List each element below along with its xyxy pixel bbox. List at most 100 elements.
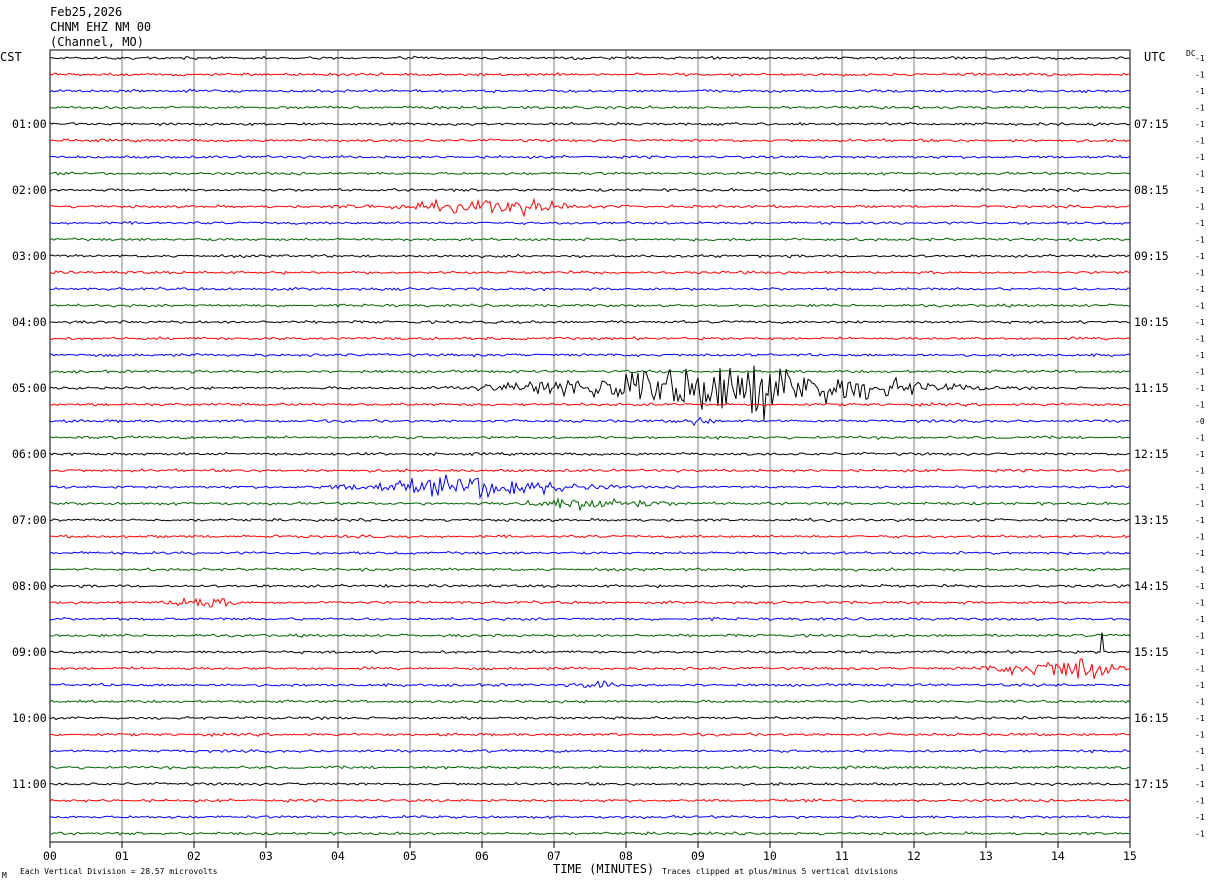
x-tick-label: 07 bbox=[547, 849, 561, 863]
chart-station: CHNM EHZ NM 00 bbox=[50, 20, 151, 34]
dc-offset-label: -1 bbox=[1195, 483, 1205, 492]
trace-line bbox=[49, 435, 1131, 441]
trace-line bbox=[49, 187, 1131, 193]
left-hour-label: 01:00 bbox=[12, 117, 47, 131]
dc-offset-label: -1 bbox=[1195, 681, 1205, 690]
vertical-gridlines bbox=[49, 50, 1131, 842]
trace-line bbox=[49, 596, 1131, 608]
trace-line bbox=[50, 197, 1130, 218]
trace-line bbox=[50, 105, 1131, 110]
x-axis-ticks: 00 01 02 03 04 05 06 07 08 09 10 11 12 13 14 15 bbox=[43, 842, 1137, 863]
dc-offset-label: -1 bbox=[1195, 467, 1205, 476]
trace-line bbox=[49, 171, 1131, 176]
right-hour-label: 17:15 bbox=[1134, 777, 1169, 791]
right-hour-label: 08:15 bbox=[1134, 183, 1169, 197]
left-hour-label: 03:00 bbox=[12, 249, 47, 263]
dc-offset-label: -1 bbox=[1195, 830, 1205, 839]
trace-line bbox=[49, 632, 1131, 655]
left-hour-label: 07:00 bbox=[12, 513, 47, 527]
dc-offset-label: -1 bbox=[1195, 87, 1205, 96]
dc-offset-label: -1 bbox=[1195, 302, 1205, 311]
trace-line bbox=[49, 220, 1131, 226]
x-tick-label: 03 bbox=[259, 849, 273, 863]
dc-offset-label: -1 bbox=[1195, 632, 1205, 641]
dc-offset-label: -1 bbox=[1195, 120, 1205, 129]
trace-line bbox=[49, 534, 1131, 539]
dc-offset-label: -1 bbox=[1195, 285, 1205, 294]
trace-line bbox=[49, 496, 1131, 512]
seismic-traces bbox=[49, 55, 1131, 836]
trace-line bbox=[49, 319, 1131, 325]
dc-offset-label: -1 bbox=[1195, 368, 1205, 377]
right-hour-label: 16:15 bbox=[1134, 711, 1169, 725]
x-tick-label: 01 bbox=[115, 849, 129, 863]
x-tick-label: 09 bbox=[691, 849, 705, 863]
dc-offset-label: -1 bbox=[1195, 549, 1205, 558]
plot-frame bbox=[49, 49, 1131, 843]
trace-line bbox=[49, 633, 1131, 638]
trace-line bbox=[49, 55, 1131, 61]
x-tick-label: 10 bbox=[763, 849, 777, 863]
right-hour-label: 12:15 bbox=[1134, 447, 1169, 461]
right-hour-label: 13:15 bbox=[1134, 513, 1169, 527]
right-hour-label: 11:15 bbox=[1134, 381, 1169, 395]
x-tick-label: 02 bbox=[187, 849, 201, 863]
left-hour-label: 05:00 bbox=[12, 381, 47, 395]
dc-offset-label: -1 bbox=[1195, 797, 1205, 806]
trace-line bbox=[49, 138, 1131, 143]
x-tick-label: 12 bbox=[907, 849, 921, 863]
dc-offset-label: -1 bbox=[1195, 54, 1205, 63]
dc-offset-label: -1 bbox=[1195, 401, 1205, 410]
trace-line bbox=[49, 352, 1131, 358]
trace-line bbox=[49, 303, 1131, 308]
x-tick-label: 13 bbox=[979, 849, 993, 863]
x-tick-label: 06 bbox=[475, 849, 489, 863]
dc-offset-label: -1 bbox=[1195, 764, 1205, 773]
x-tick-label: 14 bbox=[1051, 849, 1065, 863]
dc-offset-label: -1 bbox=[1195, 351, 1205, 360]
trace-line bbox=[49, 237, 1131, 242]
x-tick-label: 08 bbox=[619, 849, 633, 863]
x-tick-label: 04 bbox=[331, 849, 345, 863]
left-hour-label: 02:00 bbox=[12, 183, 47, 197]
trace-line bbox=[49, 798, 1131, 803]
dc-offset-label: -1 bbox=[1195, 566, 1205, 575]
left-timezone-label: CST bbox=[0, 50, 22, 64]
x-tick-label: 05 bbox=[403, 849, 417, 863]
dc-offset-label: -1 bbox=[1195, 219, 1205, 228]
right-hour-labels: 07:15 08:15 09:15 10:15 11:15 12:15 13:15 14:15… bbox=[1134, 117, 1169, 791]
dc-offset-label: -1 bbox=[1195, 203, 1205, 212]
trace-line bbox=[49, 715, 1130, 721]
right-hour-label: 09:15 bbox=[1134, 249, 1169, 263]
dc-label: DC bbox=[1186, 49, 1196, 58]
trace-line bbox=[49, 468, 1131, 473]
x-tick-label: 11 bbox=[835, 849, 849, 863]
trace-line bbox=[49, 765, 1130, 770]
dc-offset-label: -1 bbox=[1195, 335, 1205, 344]
trace-line bbox=[49, 583, 1131, 589]
trace-line bbox=[49, 830, 1131, 836]
trace-line bbox=[49, 121, 1131, 127]
left-hour-label: 06:00 bbox=[12, 447, 47, 461]
dc-offset-label: -1 bbox=[1195, 153, 1205, 162]
dc-offset-label: -1 bbox=[1195, 269, 1205, 278]
dc-offset-label: -1 bbox=[1195, 318, 1205, 327]
trace-line bbox=[49, 154, 1131, 160]
trace-line bbox=[50, 369, 1131, 374]
left-hour-label: 10:00 bbox=[12, 711, 47, 725]
dc-offset-label: -1 bbox=[1195, 252, 1205, 261]
trace-line bbox=[49, 657, 1131, 679]
x-axis-title: TIME (MINUTES) bbox=[553, 862, 654, 876]
dc-offset-label: -1 bbox=[1195, 516, 1205, 525]
x-tick-label: 15 bbox=[1123, 849, 1137, 863]
trace-line bbox=[49, 550, 1131, 556]
trace-line bbox=[49, 474, 1131, 500]
trace-line bbox=[49, 416, 1131, 427]
trace-line bbox=[49, 451, 1131, 457]
right-hour-label: 10:15 bbox=[1134, 315, 1169, 329]
trace-line bbox=[49, 88, 1131, 94]
dc-offset-label: -1 bbox=[1195, 813, 1205, 822]
trace-line bbox=[49, 567, 1130, 572]
trace-line bbox=[49, 814, 1131, 820]
